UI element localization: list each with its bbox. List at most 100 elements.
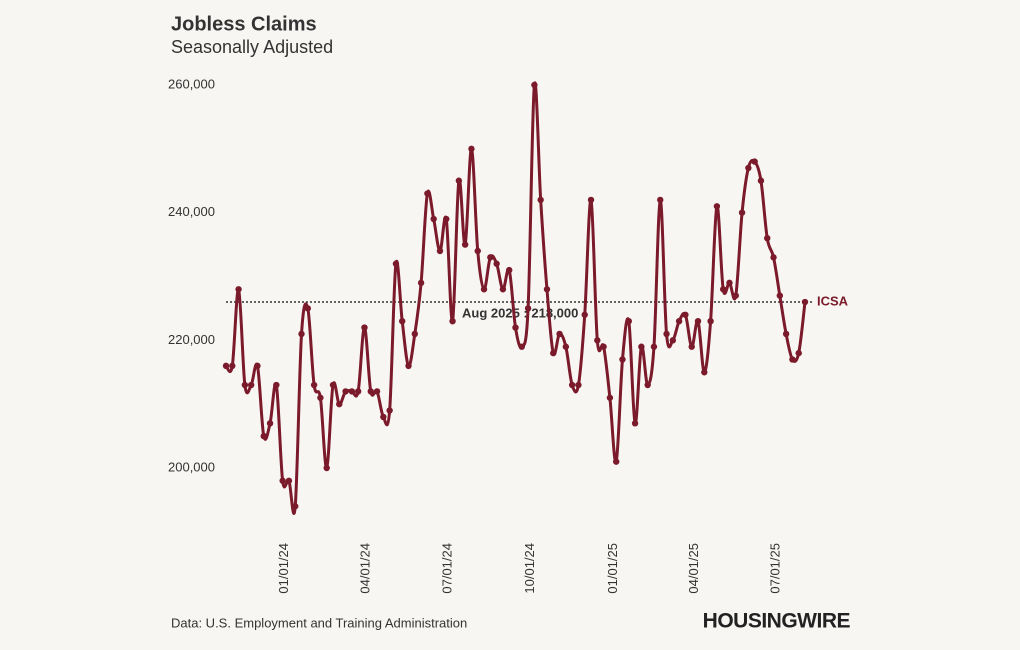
data-point — [669, 337, 677, 344]
x-tick-label: 01/01/25 — [605, 543, 620, 594]
data-point — [625, 317, 632, 325]
data-point — [701, 369, 708, 376]
data-point — [405, 362, 412, 370]
data-point — [719, 286, 727, 293]
data-point — [399, 317, 406, 325]
data-point — [506, 266, 513, 274]
data-point — [493, 260, 500, 267]
data-point — [461, 241, 469, 248]
data-point — [550, 349, 557, 357]
data-point — [707, 317, 714, 325]
chart-subtitle: Seasonally Adjusted — [171, 37, 333, 57]
data-point — [487, 254, 494, 261]
data-point — [348, 388, 356, 395]
data-point — [292, 503, 299, 510]
y-tick-label: 220,000 — [168, 332, 215, 347]
data-point — [524, 305, 532, 312]
data-point — [713, 203, 721, 210]
data-point — [770, 254, 777, 261]
data-point — [518, 343, 525, 350]
annotation: Aug 2025 : 218,000 — [462, 305, 578, 320]
data-point — [512, 324, 519, 331]
x-tick-label: 07/01/24 — [440, 543, 455, 594]
data-point — [600, 343, 607, 350]
data-point — [631, 420, 639, 427]
x-tick-label: 04/01/24 — [358, 543, 373, 594]
data-point — [650, 343, 658, 350]
data-point — [342, 388, 349, 395]
data-point — [619, 356, 626, 363]
data-point — [436, 247, 444, 255]
data-point — [266, 420, 274, 427]
data-point — [782, 330, 790, 338]
data-point — [587, 196, 595, 204]
x-tick-label: 07/01/25 — [768, 543, 783, 594]
data-point — [247, 381, 255, 389]
data-point — [688, 343, 695, 350]
data-point — [329, 381, 337, 389]
data-point — [449, 317, 456, 325]
data-point — [222, 362, 230, 370]
brand-logo: HOUSINGWIRE — [703, 610, 851, 633]
data-point — [757, 177, 765, 184]
data-point — [732, 292, 739, 299]
data-point — [241, 381, 249, 389]
source-note: Data: U.S. Employment and Training Admin… — [171, 615, 467, 630]
data-point — [373, 388, 381, 395]
data-point — [499, 286, 507, 293]
data-point — [417, 279, 425, 287]
series-line — [224, 81, 807, 515]
data-point — [663, 330, 670, 338]
data-point — [386, 407, 393, 414]
data-point — [764, 234, 771, 242]
data-point — [235, 286, 242, 293]
x-tick-label: 01/01/24 — [276, 543, 291, 594]
data-point — [424, 190, 431, 197]
data-point — [380, 413, 387, 421]
data-point — [260, 432, 267, 440]
data-point — [537, 196, 544, 204]
data-point — [795, 349, 802, 357]
data-point — [543, 286, 551, 293]
data-point — [304, 305, 312, 312]
x-tick-label: 04/01/25 — [686, 543, 701, 594]
data-point — [310, 381, 318, 389]
data-point — [612, 458, 620, 465]
data-point — [745, 164, 752, 172]
data-point — [738, 209, 746, 216]
data-point — [751, 158, 758, 165]
data-point — [638, 343, 645, 350]
y-tick-label: 260,000 — [168, 76, 215, 91]
y-tick-label: 240,000 — [168, 204, 215, 219]
data-point — [556, 330, 563, 338]
data-point — [562, 343, 570, 350]
data-point — [229, 362, 236, 370]
data-point — [480, 286, 488, 293]
data-point — [361, 324, 368, 331]
data-point — [468, 145, 475, 153]
data-point — [323, 464, 330, 472]
data-point — [411, 330, 419, 338]
x-tick-label: 10/01/24 — [522, 543, 537, 594]
series-label: ICSA — [817, 293, 849, 308]
data-point — [317, 394, 324, 401]
data-point — [531, 81, 538, 89]
data-point — [254, 362, 261, 370]
data-point — [789, 356, 796, 363]
data-point — [575, 381, 582, 389]
y-tick-label: 200,000 — [168, 459, 215, 474]
data-point — [776, 292, 784, 299]
data-point — [474, 247, 481, 255]
data-point — [657, 196, 664, 204]
data-point — [694, 317, 702, 325]
data-point — [443, 215, 450, 223]
data-point — [273, 381, 280, 389]
data-point — [455, 177, 463, 184]
data-point — [298, 330, 305, 338]
data-point — [606, 394, 614, 401]
data-point — [336, 400, 343, 408]
data-point — [354, 388, 362, 395]
data-point — [801, 298, 809, 306]
data-point — [392, 260, 400, 267]
